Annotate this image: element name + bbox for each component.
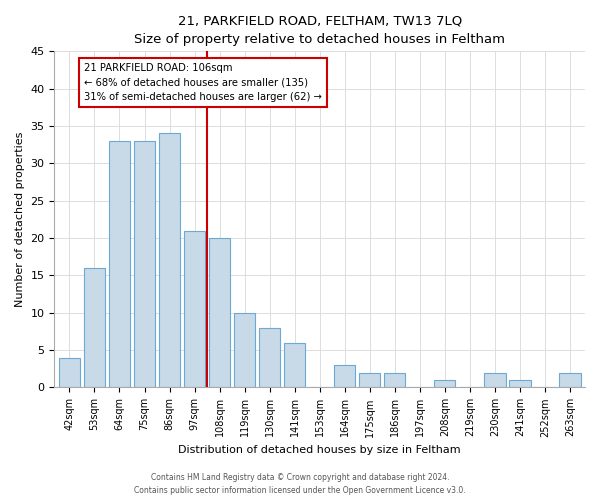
Bar bbox=[509, 380, 530, 388]
Bar bbox=[109, 141, 130, 388]
Bar bbox=[84, 268, 105, 388]
Bar bbox=[134, 141, 155, 388]
Bar bbox=[159, 134, 180, 388]
X-axis label: Distribution of detached houses by size in Feltham: Distribution of detached houses by size … bbox=[178, 445, 461, 455]
Bar bbox=[284, 342, 305, 388]
Bar bbox=[259, 328, 280, 388]
Text: Contains HM Land Registry data © Crown copyright and database right 2024.
Contai: Contains HM Land Registry data © Crown c… bbox=[134, 474, 466, 495]
Bar bbox=[434, 380, 455, 388]
Bar bbox=[184, 230, 205, 388]
Text: 21 PARKFIELD ROAD: 106sqm
← 68% of detached houses are smaller (135)
31% of semi: 21 PARKFIELD ROAD: 106sqm ← 68% of detac… bbox=[85, 62, 322, 102]
Bar bbox=[359, 372, 380, 388]
Bar bbox=[384, 372, 406, 388]
Bar bbox=[59, 358, 80, 388]
Bar bbox=[559, 372, 581, 388]
Bar bbox=[484, 372, 506, 388]
Bar bbox=[234, 313, 255, 388]
Y-axis label: Number of detached properties: Number of detached properties bbox=[15, 132, 25, 307]
Title: 21, PARKFIELD ROAD, FELTHAM, TW13 7LQ
Size of property relative to detached hous: 21, PARKFIELD ROAD, FELTHAM, TW13 7LQ Si… bbox=[134, 15, 505, 46]
Bar bbox=[334, 365, 355, 388]
Bar bbox=[209, 238, 230, 388]
